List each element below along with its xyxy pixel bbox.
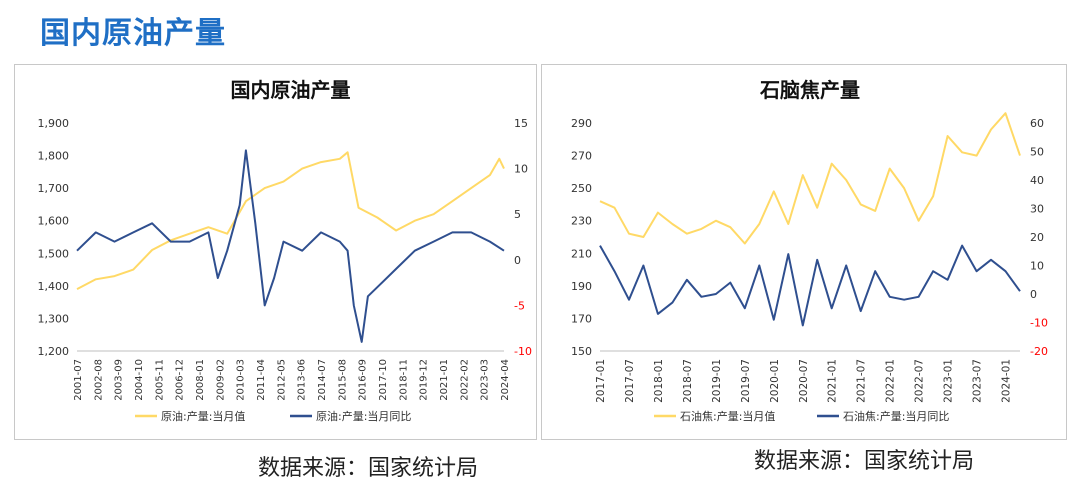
x-axis-tick-label: 2019-01 — [711, 359, 723, 403]
series-line-yoy — [76, 149, 505, 343]
x-axis-tick-label: 2024-04 — [500, 359, 511, 401]
x-axis-tick-label: 2019-12 — [419, 359, 430, 401]
x-axis-tick-label: 2003-09 — [114, 359, 125, 401]
x-axis-tick-label: 2016-09 — [358, 359, 369, 401]
right-axis-tick-label: 0 — [514, 254, 521, 267]
right-axis-tick-label: 50 — [1030, 146, 1044, 159]
x-axis-tick-label: 2023-01 — [943, 359, 955, 403]
x-axis-tick-label: 2021-01 — [439, 359, 450, 401]
right-axis-tick-label: 10 — [1030, 260, 1044, 273]
legend-label: 石油焦:产量:当月同比 — [843, 409, 949, 423]
x-axis-tick-label: 2018-01 — [653, 359, 665, 403]
left-axis-tick-label: 190 — [571, 280, 592, 293]
chart-title: 石脑焦产量 — [759, 78, 860, 102]
x-axis-tick-label: 2002-08 — [93, 359, 104, 401]
x-axis-tick-label: 2017-01 — [595, 359, 607, 403]
left-axis-tick-label: 1,500 — [38, 247, 70, 260]
x-axis-tick-label: 2015-08 — [337, 359, 348, 401]
right-axis-tick-label: 30 — [1030, 203, 1044, 216]
x-axis-tick-label: 2011-04 — [256, 359, 267, 401]
right-axis-tick-label: -10 — [514, 345, 532, 358]
x-axis-tick-label: 2008-01 — [195, 359, 206, 401]
left-axis-tick-label: 1,200 — [38, 345, 70, 358]
x-axis-tick-label: 2004-10 — [134, 359, 145, 401]
left-axis-tick-label: 1,600 — [38, 215, 70, 228]
x-axis-tick-label: 2005-11 — [154, 359, 165, 401]
crude-oil-chart: 国内原油产量 1,200 1,300 1,400 1,500 1,600 1,700 1,80… — [38, 78, 532, 423]
right-axis-tick-label: 5 — [514, 208, 521, 221]
x-axis-tick-label: 2021-07 — [856, 359, 868, 403]
series-line-yoy — [599, 244, 1021, 327]
left-axis-tick-label: 150 — [571, 345, 592, 358]
x-axis-tick-label: 2018-07 — [682, 359, 694, 403]
series-line-monthly-value — [76, 151, 505, 290]
petroleum-coke-chart-panel: 石脑焦产量 150 170 190 210 230 250 270 290 -20 -10 0 10 20… — [541, 64, 1067, 440]
left-axis-tick-label: 1,800 — [38, 150, 70, 163]
left-axis-tick-label: 250 — [571, 182, 592, 195]
x-axis-tick-label: 2022-02 — [459, 359, 470, 401]
legend-label: 原油:产量:当月同比 — [316, 409, 411, 423]
x-axis-tick-label: 2020-01 — [769, 359, 781, 403]
x-axis-tick-label: 2019-07 — [740, 359, 752, 403]
x-axis-tick-label: 2022-01 — [885, 359, 897, 403]
x-axis-tick-label: 2006-12 — [175, 359, 186, 401]
x-axis-tick-label: 2020-07 — [798, 359, 810, 403]
left-axis-tick-label: 290 — [571, 117, 592, 130]
right-axis-tick-label: 40 — [1030, 174, 1044, 187]
right-axis-tick-label: 20 — [1030, 231, 1044, 244]
petroleum-coke-chart: 石脑焦产量 150 170 190 210 230 250 270 290 -20 -10 0 10 20… — [571, 78, 1048, 423]
right-axis-tick-label: 15 — [514, 117, 528, 130]
right-axis-tick-label: 60 — [1030, 117, 1044, 130]
left-axis-tick-label: 1,900 — [38, 117, 70, 130]
x-axis-tick-label: 2001-07 — [73, 359, 84, 401]
left-axis-tick-label: 210 — [571, 247, 592, 260]
series-line-monthly-value — [599, 112, 1021, 245]
right-axis-tick-label: 10 — [514, 163, 528, 176]
legend-label: 原油:产量:当月值 — [161, 409, 245, 423]
left-axis-tick-label: 170 — [571, 312, 592, 325]
x-axis-tick-label: 2014-07 — [317, 359, 328, 401]
left-axis-tick-label: 1,300 — [38, 312, 70, 325]
legend-label: 石油焦:产量:当月值 — [680, 409, 775, 423]
x-axis-tick-label: 2017-10 — [378, 359, 389, 401]
right-axis-tick-label: -5 — [514, 299, 525, 312]
source-note-right: 数据来源：国家统计局 — [754, 449, 975, 474]
left-axis-tick-label: 1,400 — [38, 280, 70, 293]
left-axis-tick-label: 230 — [571, 215, 592, 228]
x-axis-tick-label: 2023-07 — [972, 359, 984, 403]
x-axis-tick-label: 2022-07 — [914, 359, 926, 403]
x-axis-tick-label: 2018-11 — [398, 359, 409, 401]
crude-oil-chart-panel: 国内原油产量 1,200 1,300 1,400 1,500 1,600 1,700 1,80… — [14, 64, 537, 440]
x-axis-tick-label: 2013-06 — [297, 359, 308, 401]
right-axis-tick-label: -10 — [1030, 317, 1048, 330]
right-axis-tick-label: 0 — [1030, 288, 1037, 301]
x-axis-tick-label: 2017-07 — [624, 359, 636, 403]
page-title: 国内原油产量 — [40, 16, 226, 51]
chart-title: 国内原油产量 — [231, 78, 351, 102]
right-axis-tick-label: -20 — [1030, 345, 1048, 358]
left-axis-tick-label: 270 — [571, 150, 592, 163]
x-axis-tick-label: 2024-01 — [1001, 359, 1013, 403]
source-note-left: 数据来源：国家统计局 — [258, 456, 479, 481]
x-axis-tick-label: 2021-01 — [827, 359, 839, 403]
x-axis-tick-label: 2023-03 — [480, 359, 491, 401]
x-axis-tick-label: 2010-03 — [236, 359, 247, 401]
x-axis-tick-label: 2009-02 — [215, 359, 226, 401]
left-axis-tick-label: 1,700 — [38, 182, 70, 195]
x-axis-tick-label: 2012-05 — [276, 359, 287, 401]
